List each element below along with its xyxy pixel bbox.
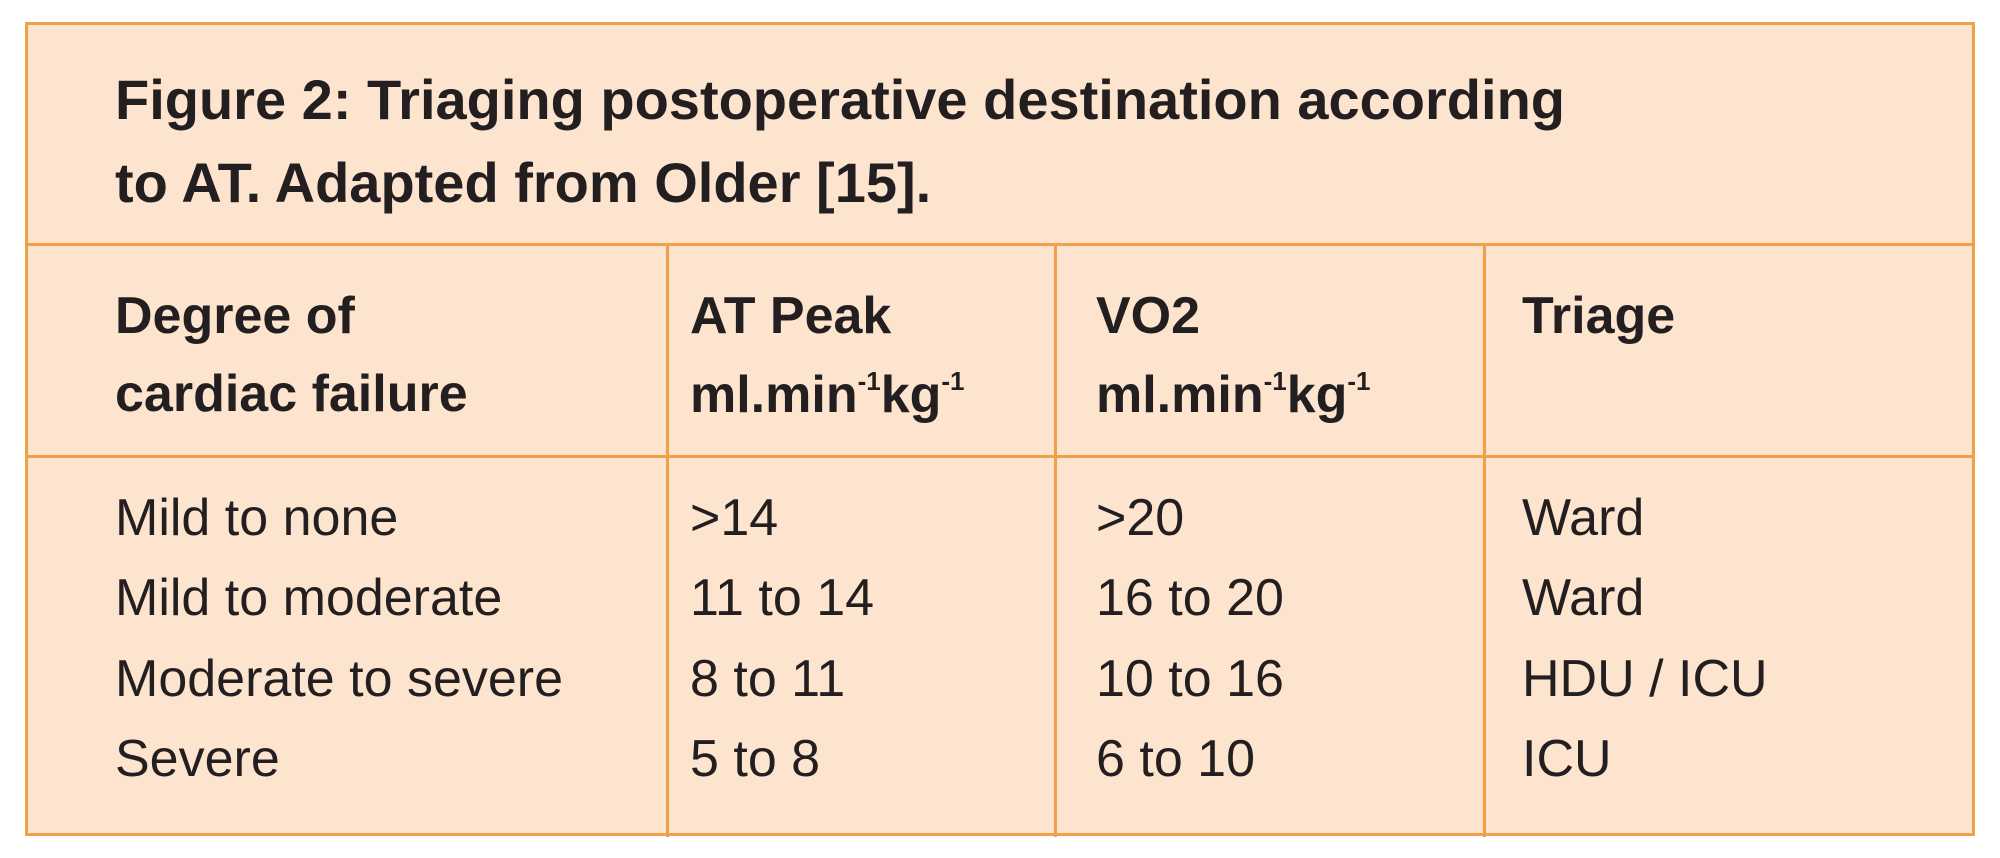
title: Figure 2: Triaging postoperative destina… [115,68,1565,131]
header-cell: AT Peak [690,287,892,345]
table-cell: Severe [115,730,280,788]
unit-exponent: -1 [941,366,965,396]
table-cell: 16 to 20 [1096,569,1284,627]
table-cell: Mild to moderate [115,569,503,627]
table-cell: ICU [1522,730,1612,788]
table-frame [25,22,1975,836]
table-cell: >20 [1096,489,1185,547]
divider [25,243,1975,246]
divider [1483,245,1486,837]
header-cell: Triage [1522,287,1676,345]
table-cell: Mild to none [115,489,399,547]
table-cell: Ward [1522,569,1645,627]
table-cell: Ward [1522,489,1645,547]
unit-exponent: -1 [857,366,881,396]
divider [1054,245,1057,837]
table-cell: >14 [690,489,779,547]
header-cell: cardiac failure [115,365,468,423]
unit-text: ml.min [690,366,858,424]
unit-text: ml.min [1096,366,1264,424]
header-unit: ml.min-1kg-1 [690,368,965,421]
table-cell: Moderate to severe [115,650,564,708]
table-cell: 6 to 10 [1096,730,1256,788]
header-cell: VO2 [1096,287,1201,345]
unit-exponent: -1 [1263,366,1287,396]
table-cell: 10 to 16 [1096,650,1284,708]
table-cell: HDU / ICU [1522,650,1768,708]
unit-text: kg [880,366,942,424]
table-cell: 8 to 11 [690,650,846,708]
title: to AT. Adapted from Older [15]. [115,151,932,214]
header-unit: ml.min-1kg-1 [1096,368,1371,421]
table-cell: 11 to 14 [690,569,875,627]
table-cell: 5 to 8 [690,730,821,788]
unit-text: kg [1286,366,1348,424]
unit-exponent: -1 [1347,366,1371,396]
divider [25,455,1975,458]
header-cell: Degree of [115,287,355,345]
divider [666,245,669,837]
